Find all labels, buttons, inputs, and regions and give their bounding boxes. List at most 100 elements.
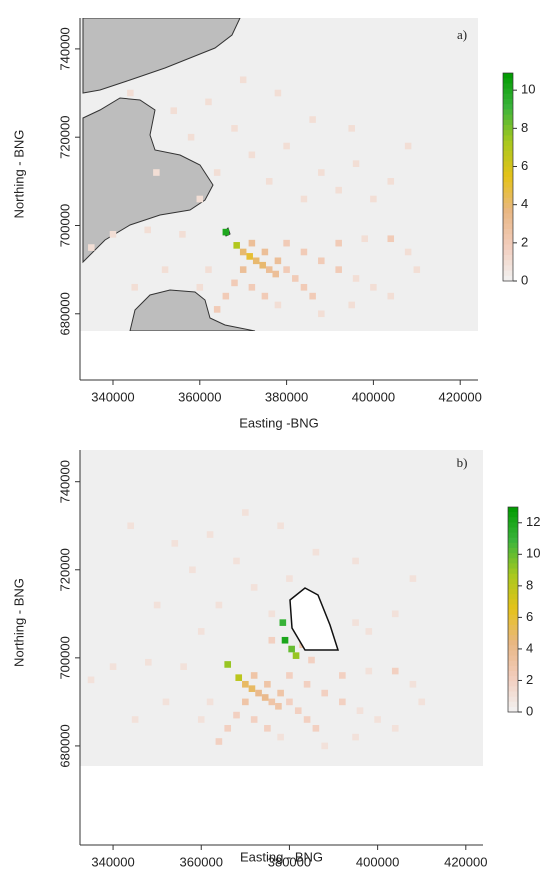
colorbar-segment bbox=[503, 119, 513, 126]
cell bbox=[242, 680, 249, 688]
colorbar-tick-label: 2 bbox=[526, 672, 533, 687]
cell bbox=[250, 584, 258, 591]
cell bbox=[162, 698, 170, 706]
colorbar-segment bbox=[503, 166, 513, 173]
cell bbox=[312, 725, 320, 732]
colorbar-segment bbox=[503, 197, 513, 204]
x-tick-label: 380000 bbox=[265, 389, 308, 404]
cell bbox=[170, 107, 178, 115]
cell bbox=[318, 310, 325, 318]
cell bbox=[404, 248, 412, 256]
coastline bbox=[82, 97, 214, 264]
cell bbox=[303, 716, 311, 723]
cell bbox=[352, 557, 359, 565]
colorbar-segment bbox=[503, 265, 513, 272]
cell bbox=[335, 239, 342, 247]
colorbar-segment bbox=[503, 109, 513, 116]
y-axis-label: Northing - BNG bbox=[11, 130, 26, 219]
cell bbox=[348, 125, 355, 132]
cell bbox=[339, 672, 346, 679]
cell bbox=[235, 674, 243, 681]
cell bbox=[277, 733, 284, 741]
colorbar-segment bbox=[503, 182, 513, 188]
cell bbox=[171, 540, 179, 547]
cells bbox=[88, 76, 421, 318]
cell bbox=[387, 292, 395, 300]
cell bbox=[239, 248, 247, 256]
colorbar-segment bbox=[508, 599, 518, 605]
colorbar-segment bbox=[508, 594, 518, 600]
cell bbox=[213, 306, 221, 313]
colorbar-segment bbox=[508, 640, 518, 646]
cell bbox=[261, 694, 269, 701]
colorbar-segment bbox=[508, 558, 518, 564]
colorbar-segment bbox=[503, 140, 513, 147]
cell bbox=[309, 116, 316, 123]
colorbar-segment bbox=[503, 239, 513, 246]
colorbar-segment bbox=[508, 681, 518, 687]
cell bbox=[187, 133, 195, 141]
colorbar-segment bbox=[503, 99, 513, 105]
colorbar-segment bbox=[503, 130, 513, 136]
cell bbox=[356, 707, 364, 714]
cell bbox=[335, 186, 342, 194]
cell bbox=[233, 711, 240, 719]
colorbar-segment bbox=[508, 609, 518, 616]
coastline bbox=[129, 289, 256, 331]
colorbar-tick-label: 10 bbox=[521, 82, 535, 97]
cell bbox=[292, 652, 300, 659]
cell bbox=[161, 266, 169, 273]
cell bbox=[348, 301, 355, 309]
cell bbox=[264, 680, 271, 688]
cell bbox=[286, 698, 293, 706]
cell bbox=[391, 725, 399, 732]
colorbar-segment bbox=[508, 686, 518, 692]
colorbar-segment bbox=[503, 83, 513, 90]
colorbar-segment bbox=[508, 583, 518, 590]
colorbar-segment bbox=[508, 676, 518, 682]
colorbar-segment bbox=[508, 542, 518, 549]
cell bbox=[274, 257, 282, 265]
colorbar-segment bbox=[508, 568, 518, 575]
cell bbox=[286, 672, 293, 679]
cell bbox=[352, 160, 360, 167]
x-axis-label: Easting - BNG bbox=[240, 849, 323, 864]
coastline bbox=[82, 18, 241, 94]
colorbar-segment bbox=[503, 187, 513, 194]
cell bbox=[127, 522, 135, 530]
cell bbox=[206, 531, 214, 538]
colorbar-segment bbox=[503, 73, 513, 79]
cell bbox=[252, 257, 260, 265]
cell bbox=[409, 575, 417, 582]
cell bbox=[361, 235, 368, 243]
colorbar-segment bbox=[503, 249, 513, 256]
cell bbox=[300, 283, 308, 291]
colorbar-tick-label: 4 bbox=[526, 640, 533, 655]
colorbar-tick-label: 8 bbox=[521, 120, 528, 135]
colorbar-segment bbox=[508, 604, 518, 610]
panel-label: b) bbox=[457, 455, 468, 470]
colorbar-segment bbox=[508, 650, 518, 657]
cell bbox=[275, 702, 282, 710]
cell bbox=[387, 235, 395, 243]
cell bbox=[196, 195, 204, 203]
cell bbox=[286, 575, 293, 582]
y-axis-label: Northing - BNG bbox=[11, 578, 26, 667]
cell bbox=[292, 275, 299, 282]
colorbar-tick-label: 10 bbox=[526, 546, 540, 561]
colorbar-segment bbox=[508, 573, 518, 580]
cell bbox=[352, 619, 359, 626]
colorbar-segment bbox=[508, 671, 518, 677]
cell bbox=[87, 676, 95, 684]
cell bbox=[308, 656, 315, 664]
colorbar-segment bbox=[503, 260, 513, 266]
x-tick-label: 420000 bbox=[439, 389, 482, 404]
cell bbox=[248, 283, 256, 291]
colorbar-segment bbox=[503, 208, 513, 214]
cell bbox=[279, 619, 287, 626]
colorbar-segment bbox=[503, 156, 513, 162]
colorbar-segment bbox=[503, 78, 513, 84]
colorbar-segment bbox=[503, 161, 513, 168]
colorbar-frame bbox=[507, 506, 519, 713]
